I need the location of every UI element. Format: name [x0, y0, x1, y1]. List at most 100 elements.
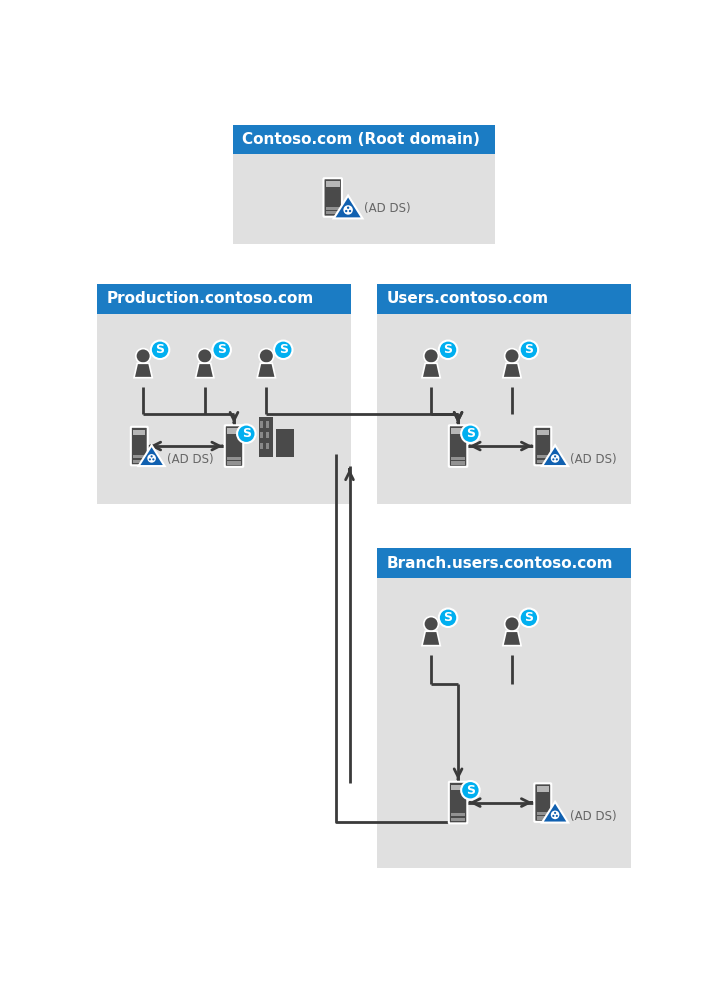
Circle shape	[554, 812, 556, 814]
Circle shape	[349, 210, 351, 212]
Text: S: S	[525, 344, 533, 356]
Bar	[377, 548, 632, 868]
Bar	[133, 460, 145, 463]
FancyBboxPatch shape	[225, 426, 244, 467]
Bar	[537, 817, 549, 820]
Bar	[266, 422, 269, 428]
Bar	[326, 207, 340, 210]
Text: S: S	[279, 344, 288, 356]
Text: Branch.users.contoso.com: Branch.users.contoso.com	[387, 555, 613, 570]
Text: (AD DS): (AD DS)	[570, 810, 617, 823]
Circle shape	[505, 617, 519, 632]
Bar	[234, 125, 495, 154]
Circle shape	[274, 341, 293, 359]
Polygon shape	[503, 632, 521, 645]
Circle shape	[197, 348, 212, 363]
Bar	[258, 417, 273, 456]
Circle shape	[136, 348, 150, 363]
Bar	[451, 785, 465, 790]
Bar	[326, 211, 340, 215]
Bar	[537, 460, 549, 463]
Polygon shape	[139, 446, 164, 466]
Polygon shape	[422, 632, 440, 645]
Circle shape	[424, 617, 439, 632]
Bar	[537, 812, 549, 815]
Text: Production.contoso.com: Production.contoso.com	[106, 291, 313, 307]
Text: S: S	[217, 344, 226, 356]
Circle shape	[556, 815, 558, 817]
Circle shape	[553, 458, 555, 460]
Polygon shape	[542, 446, 568, 466]
Bar	[276, 429, 294, 456]
Bar	[266, 433, 269, 439]
Text: S: S	[242, 428, 251, 441]
Circle shape	[237, 425, 256, 443]
Circle shape	[551, 811, 560, 819]
Circle shape	[147, 454, 156, 462]
Text: (AD DS): (AD DS)	[570, 453, 617, 466]
Polygon shape	[334, 196, 362, 219]
Text: S: S	[444, 611, 453, 625]
Circle shape	[343, 205, 353, 215]
Bar	[260, 422, 263, 428]
Bar	[97, 284, 351, 504]
Bar	[266, 443, 269, 449]
Circle shape	[345, 210, 347, 212]
Bar	[451, 814, 465, 817]
Circle shape	[551, 454, 560, 462]
FancyBboxPatch shape	[449, 426, 467, 467]
FancyBboxPatch shape	[131, 427, 148, 465]
Bar	[234, 125, 495, 245]
Text: S: S	[466, 784, 475, 797]
FancyBboxPatch shape	[449, 782, 467, 824]
Text: S: S	[466, 428, 475, 441]
Circle shape	[151, 341, 169, 359]
Bar	[451, 429, 465, 434]
Bar	[227, 429, 241, 434]
Polygon shape	[134, 363, 152, 378]
Bar	[133, 430, 145, 436]
Circle shape	[461, 781, 480, 800]
Bar	[377, 284, 632, 314]
Bar	[537, 455, 549, 458]
Circle shape	[152, 458, 155, 460]
Polygon shape	[196, 363, 214, 378]
Circle shape	[554, 455, 556, 457]
Text: Users.contoso.com: Users.contoso.com	[387, 291, 548, 307]
Circle shape	[556, 458, 558, 460]
Text: (AD DS): (AD DS)	[167, 453, 214, 466]
Circle shape	[520, 341, 538, 359]
Text: (AD DS): (AD DS)	[364, 202, 410, 215]
Bar	[537, 786, 549, 792]
Bar	[97, 284, 351, 314]
Text: S: S	[525, 611, 533, 625]
FancyBboxPatch shape	[534, 427, 551, 465]
Bar	[377, 548, 632, 578]
Bar	[377, 284, 632, 504]
Polygon shape	[503, 363, 521, 378]
Circle shape	[212, 341, 231, 359]
Bar	[537, 430, 549, 436]
Text: Contoso.com (Root domain): Contoso.com (Root domain)	[243, 132, 481, 148]
Text: S: S	[444, 344, 453, 356]
FancyBboxPatch shape	[323, 178, 342, 217]
Circle shape	[461, 425, 480, 443]
Bar	[227, 456, 241, 460]
Circle shape	[150, 455, 152, 457]
Circle shape	[424, 348, 439, 363]
Bar	[260, 443, 263, 449]
FancyBboxPatch shape	[534, 783, 551, 822]
Circle shape	[259, 348, 273, 363]
Text: S: S	[156, 344, 164, 356]
Circle shape	[439, 609, 457, 627]
Bar	[451, 461, 465, 464]
Circle shape	[347, 207, 350, 209]
Circle shape	[520, 609, 538, 627]
Bar	[326, 181, 340, 187]
Polygon shape	[257, 363, 276, 378]
Circle shape	[553, 815, 555, 817]
Circle shape	[505, 348, 519, 363]
Circle shape	[439, 341, 457, 359]
Bar	[227, 461, 241, 464]
Polygon shape	[422, 363, 440, 378]
